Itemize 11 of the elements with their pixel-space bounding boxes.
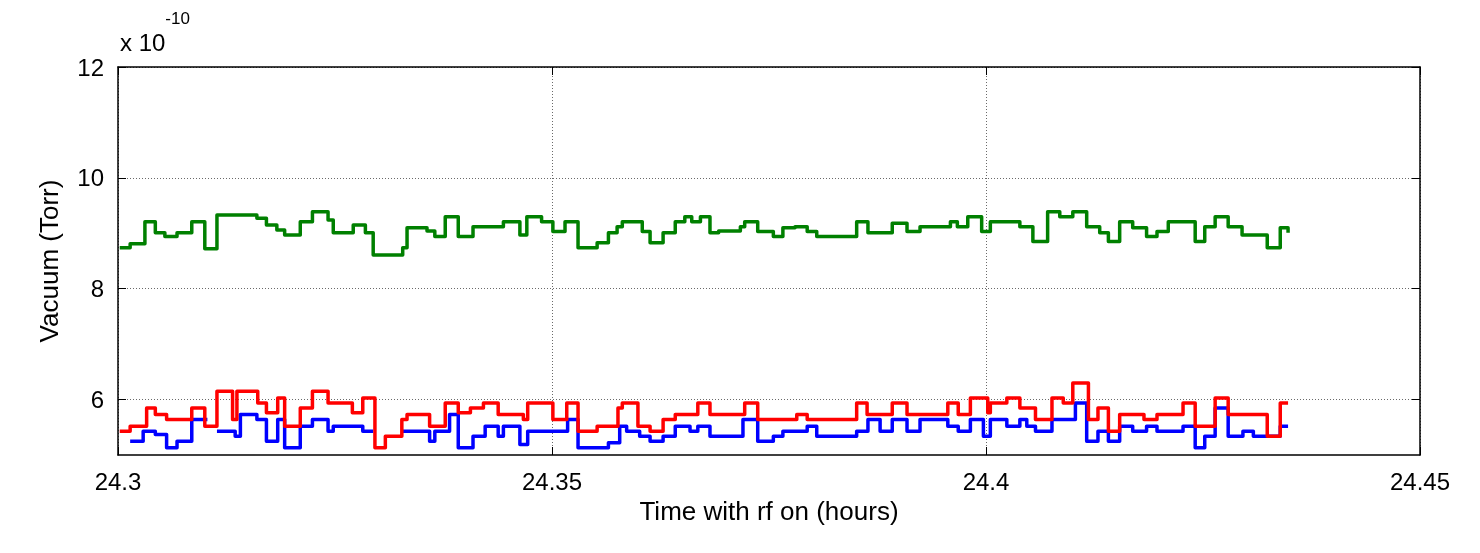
y-axis-title: Vacuum (Torr): [34, 179, 64, 343]
x-tick-label: 24.35: [521, 467, 583, 495]
text: x 10-10: [120, 9, 190, 56]
y-tick-label: 12: [77, 53, 104, 81]
y-tick-label: 8: [90, 275, 104, 303]
x-tick-label: 24.3: [94, 467, 142, 495]
y-tick-label: 6: [90, 386, 104, 414]
x-tick-label: 24.4: [962, 467, 1010, 495]
y-tick-label: 10: [77, 164, 104, 192]
x-axis-title: Time with rf on (hours): [639, 495, 899, 526]
x-tick-label: 24.45: [1389, 467, 1451, 495]
